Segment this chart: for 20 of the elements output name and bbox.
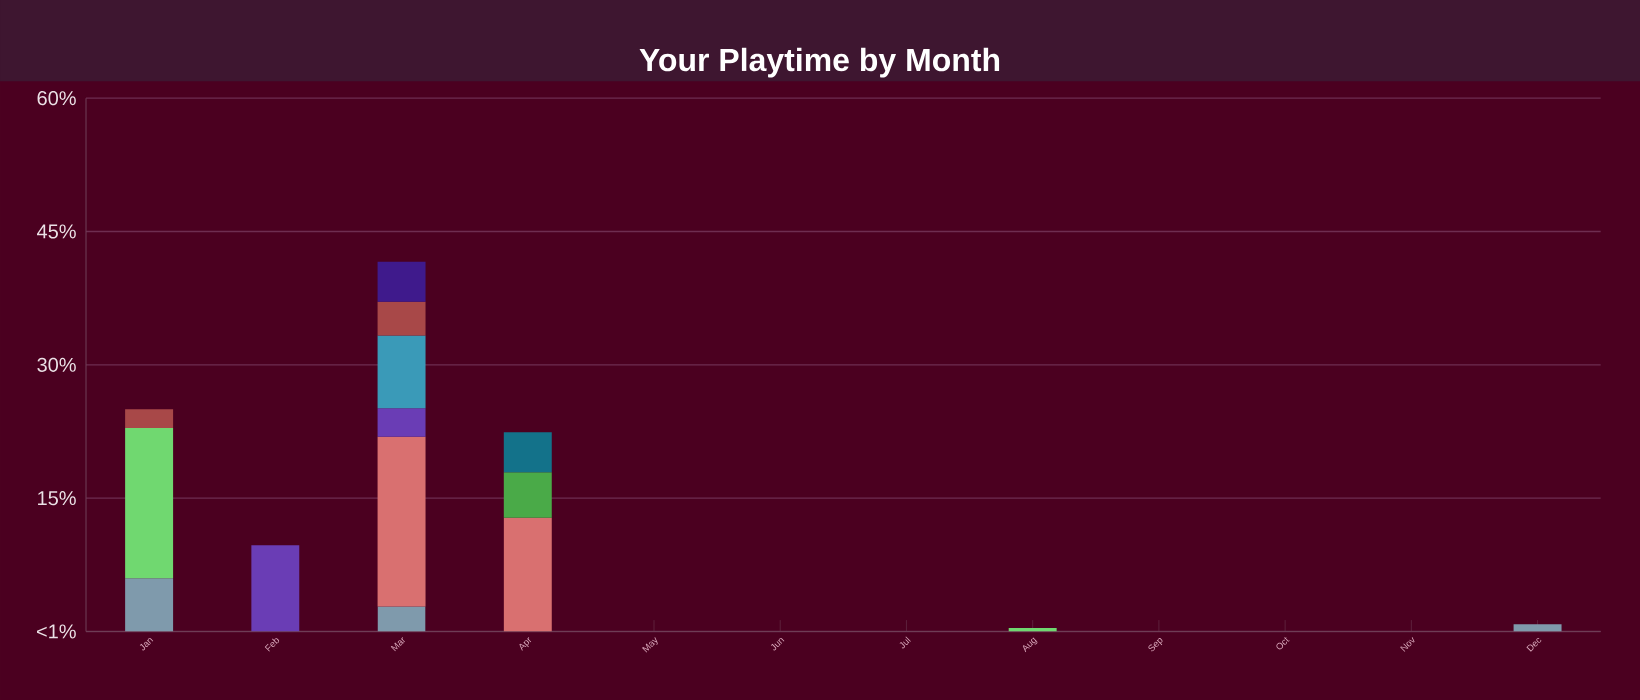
bar xyxy=(377,606,426,632)
bar xyxy=(377,261,426,302)
bar xyxy=(503,517,552,632)
bar xyxy=(125,578,174,632)
bar xyxy=(377,335,426,409)
bar xyxy=(125,427,174,579)
bar xyxy=(377,408,426,437)
bar xyxy=(503,472,552,518)
bar xyxy=(377,301,426,336)
y-tick-label: 60% xyxy=(37,91,76,106)
y-tick-label: 30% xyxy=(37,357,76,372)
bar xyxy=(125,409,174,428)
bar xyxy=(251,545,300,632)
y-tick-label: 15% xyxy=(38,491,76,506)
bar xyxy=(1513,624,1562,632)
chart-title: Your Playtime by Month xyxy=(639,47,1000,78)
y-tick-label: 45% xyxy=(37,224,76,239)
y-tick-label: <1% xyxy=(37,624,76,639)
bar xyxy=(503,432,552,473)
bar xyxy=(377,436,426,607)
